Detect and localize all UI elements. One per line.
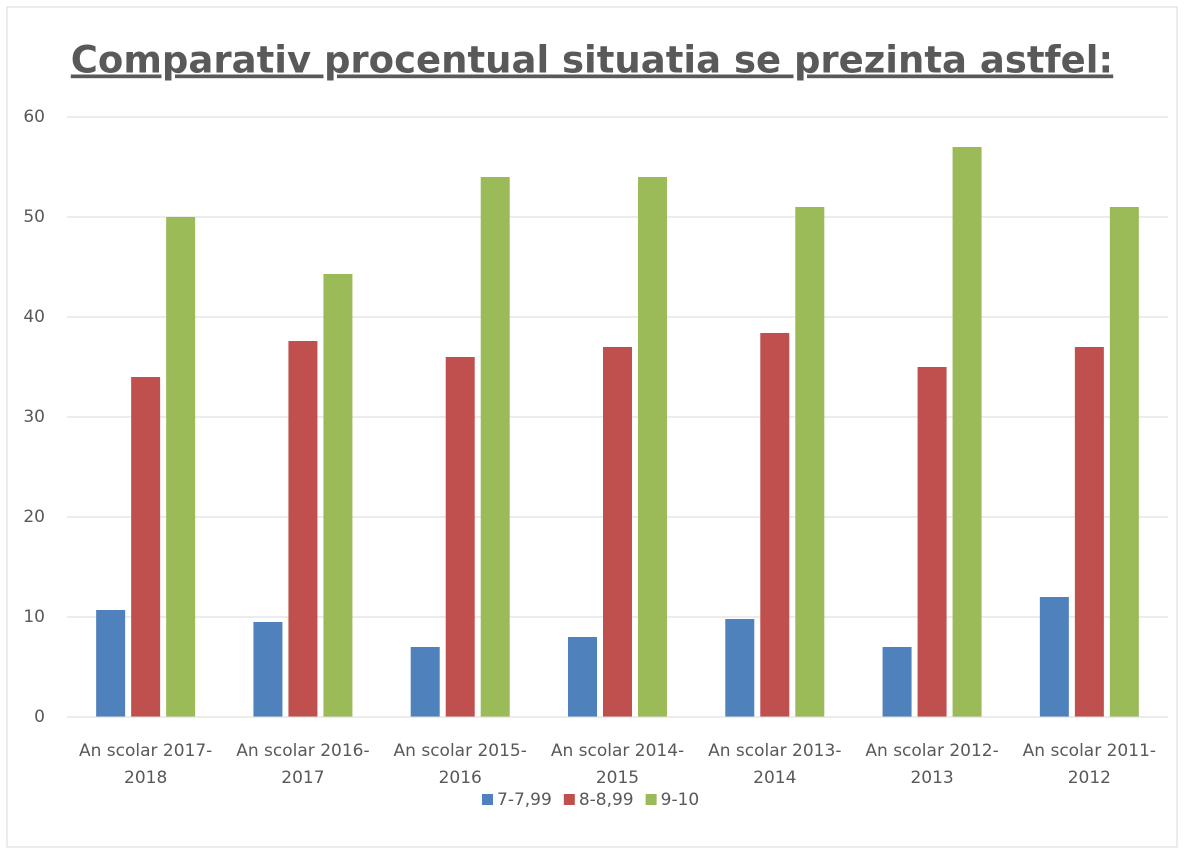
x-tick-label: An scolar 2017- 2018 bbox=[79, 741, 212, 788]
bar bbox=[917, 367, 947, 717]
chart-title: Comparativ procentual situatia se prezin… bbox=[71, 39, 1113, 82]
x-tick-label: An scolar 2012- 2013 bbox=[865, 741, 998, 788]
bar bbox=[1039, 597, 1069, 717]
x-tick-line: 2013 bbox=[910, 768, 953, 788]
y-tick-label: 10 bbox=[23, 607, 45, 627]
bar bbox=[795, 207, 825, 717]
bar bbox=[725, 619, 755, 717]
bar bbox=[952, 147, 982, 717]
bar bbox=[882, 647, 912, 717]
bar bbox=[1074, 347, 1104, 717]
x-tick-line: An scolar 2013- bbox=[708, 741, 841, 761]
bar bbox=[96, 610, 126, 717]
legend-label: 9-10 bbox=[661, 790, 700, 810]
y-tick-label: 0 bbox=[34, 707, 45, 727]
y-tick-label: 50 bbox=[23, 207, 45, 227]
bar bbox=[166, 217, 196, 717]
bar bbox=[253, 622, 283, 717]
x-tick-line: 2012 bbox=[1068, 768, 1111, 788]
legend-swatch bbox=[645, 794, 657, 805]
x-tick-line: 2018 bbox=[124, 768, 167, 788]
bar bbox=[568, 637, 597, 717]
x-tick-label: An scolar 2014- 2015 bbox=[551, 741, 684, 788]
x-tick-line: 2015 bbox=[596, 768, 639, 788]
bar bbox=[760, 333, 790, 717]
legend-label: 7-7,99 bbox=[497, 790, 552, 810]
legend-label: 8-8,99 bbox=[579, 790, 634, 810]
x-tick-line: 2017 bbox=[281, 768, 324, 788]
x-tick-label: An scolar 2015- 2016 bbox=[394, 741, 527, 788]
bar bbox=[445, 357, 475, 717]
x-tick-line: An scolar 2012- bbox=[865, 741, 998, 761]
bar bbox=[323, 274, 353, 717]
bar bbox=[638, 177, 667, 717]
y-tick-label: 60 bbox=[23, 107, 45, 127]
x-tick-line: An scolar 2011- bbox=[1023, 741, 1156, 761]
bar bbox=[131, 377, 161, 717]
bar bbox=[288, 341, 318, 717]
x-tick-label: An scolar 2013- 2014 bbox=[708, 741, 841, 788]
x-tick-line: 2016 bbox=[439, 768, 482, 788]
x-tick-label: An scolar 2016- 2017 bbox=[236, 741, 369, 788]
x-tick-line: An scolar 2015- bbox=[394, 741, 527, 761]
bar bbox=[603, 347, 632, 717]
x-tick-line: An scolar 2016- bbox=[236, 741, 369, 761]
x-tick-label: An scolar 2011- 2012 bbox=[1023, 741, 1156, 788]
x-tick-line: 2014 bbox=[753, 768, 796, 788]
x-tick-line: An scolar 2014- bbox=[551, 741, 684, 761]
legend-swatch bbox=[563, 794, 575, 805]
bar bbox=[410, 647, 440, 717]
y-tick-label: 20 bbox=[23, 507, 45, 527]
bar bbox=[480, 177, 510, 717]
y-tick-label: 30 bbox=[23, 407, 45, 427]
bar bbox=[1109, 207, 1139, 717]
y-tick-label: 40 bbox=[23, 307, 45, 327]
x-tick-line: An scolar 2017- bbox=[79, 741, 212, 761]
legend-swatch bbox=[482, 794, 493, 805]
